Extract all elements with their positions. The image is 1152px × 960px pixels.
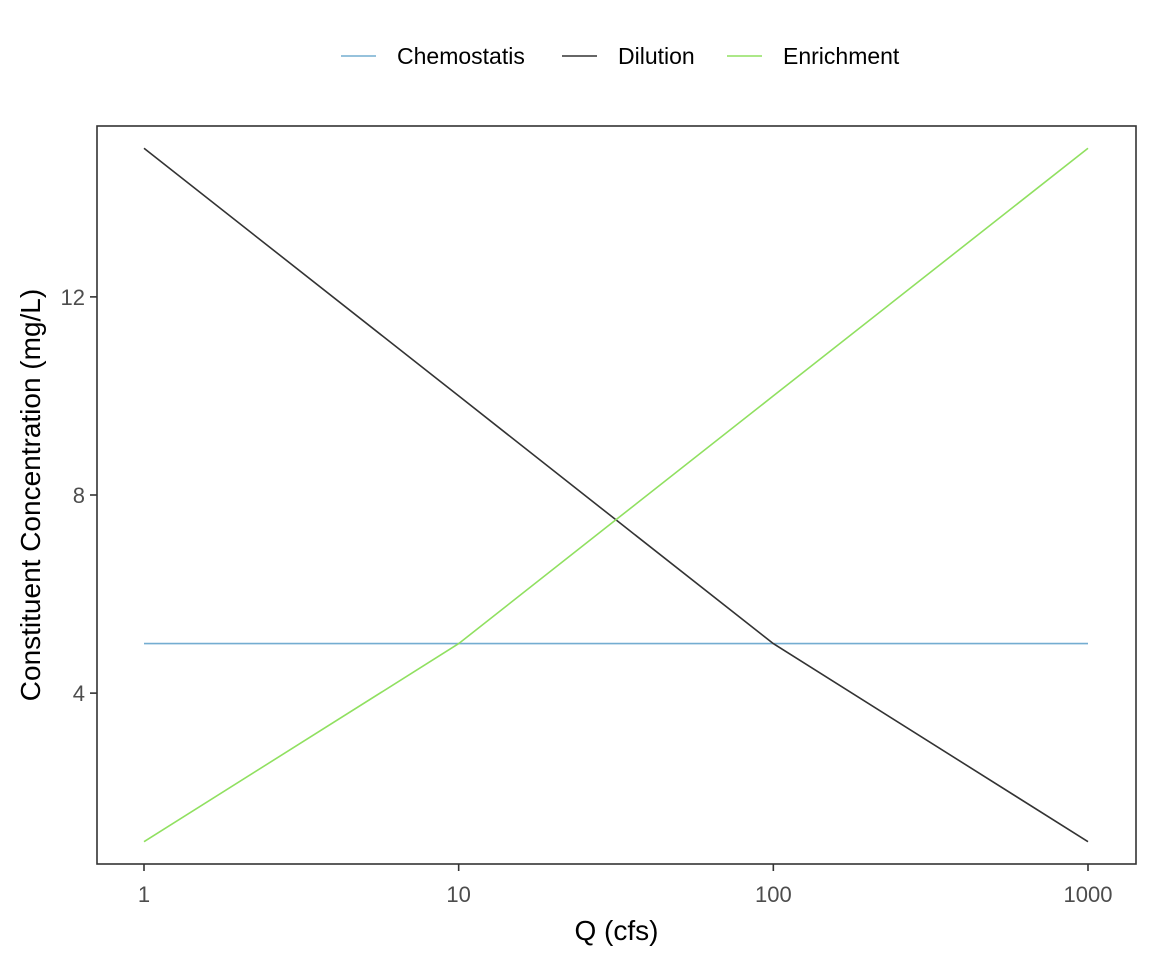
legend-label-dilution: Dilution — [618, 43, 695, 69]
legend: Chemostatis Dilution Enrichment — [341, 43, 900, 69]
y-tick-label: 8 — [73, 483, 85, 508]
series-line-dilution — [143, 147, 1089, 843]
x-tick-label: 10 — [446, 882, 470, 907]
x-tick-label: 1000 — [1064, 882, 1113, 907]
y-axis: 4 8 12 — [61, 285, 97, 706]
x-tick-label: 100 — [755, 882, 792, 907]
x-axis-title: Q (cfs) — [575, 915, 659, 946]
legend-label-enrichment: Enrichment — [783, 43, 900, 69]
y-tick-label: 12 — [61, 285, 85, 310]
series-line-enrichment — [143, 147, 1089, 843]
y-axis-title: Constituent Concentration (mg/L) — [15, 289, 46, 701]
legend-label-chemostatis: Chemostatis — [397, 43, 525, 69]
plot-series — [143, 147, 1089, 843]
y-tick-label: 4 — [73, 681, 85, 706]
x-tick-label: 1 — [138, 882, 150, 907]
plot-panel-border — [96, 125, 1137, 865]
x-axis: 1 10 100 1000 — [138, 864, 1113, 907]
